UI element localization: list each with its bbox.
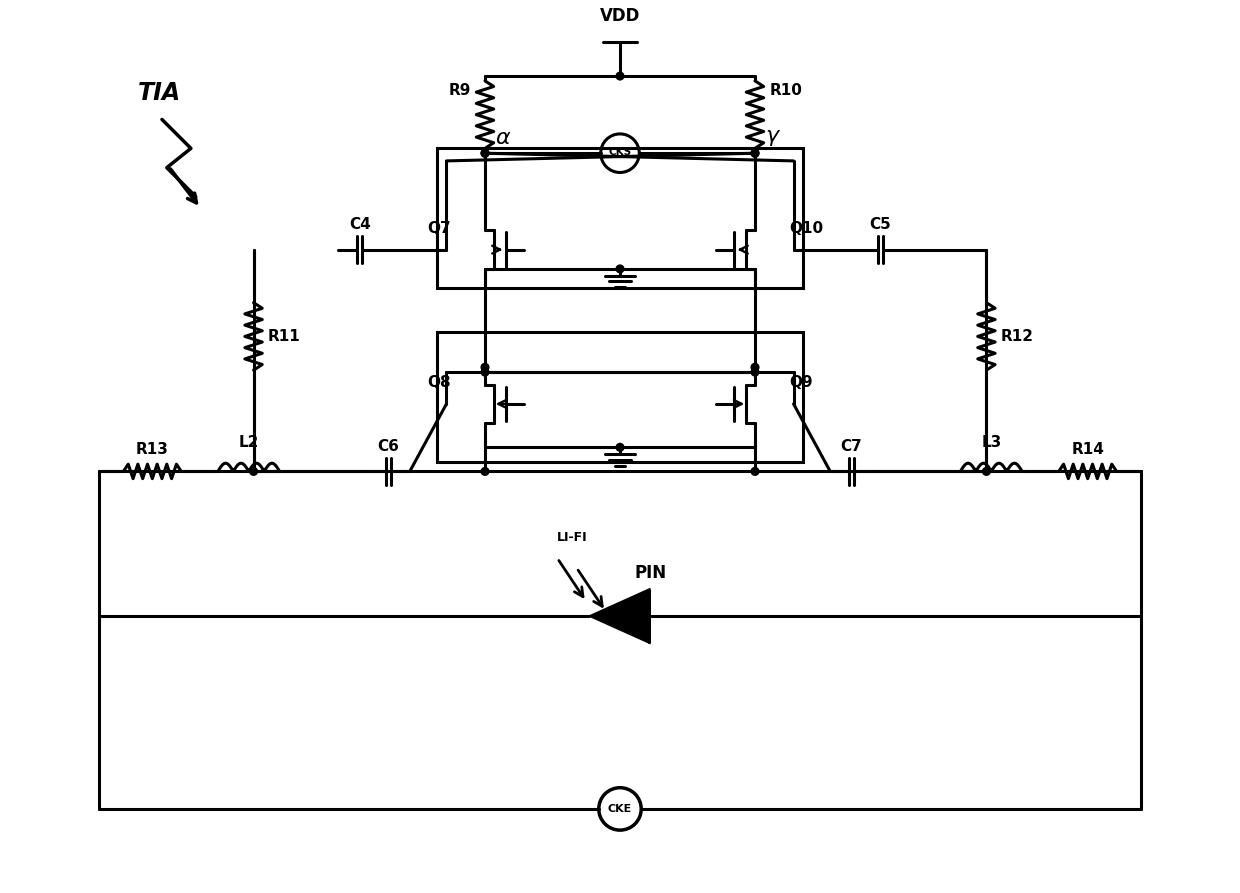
Circle shape [751,468,759,475]
Text: TIA: TIA [138,81,181,105]
Bar [436,331,804,462]
Text: R10: R10 [770,83,802,98]
Text: R14: R14 [1071,442,1104,457]
Text: R11: R11 [268,329,301,344]
Text: CKE: CKE [608,804,632,814]
Text: L3: L3 [981,435,1002,450]
Text: $\alpha$: $\alpha$ [495,129,511,148]
Text: Q9: Q9 [789,375,812,390]
Text: C5: C5 [869,217,892,232]
Circle shape [481,149,489,157]
Text: VDD: VDD [600,7,640,25]
Text: PIN: PIN [635,564,667,582]
Circle shape [616,444,624,451]
Text: LI-FI: LI-FI [557,530,587,544]
Polygon shape [591,590,649,642]
Circle shape [249,468,258,475]
Circle shape [751,363,759,371]
Text: C7: C7 [841,439,862,454]
Text: R13: R13 [136,442,169,457]
Text: CKS: CKS [609,146,631,157]
Text: C4: C4 [348,217,371,232]
Circle shape [751,368,759,376]
Text: Q7: Q7 [428,221,451,236]
Circle shape [481,368,489,376]
Circle shape [481,363,489,371]
Text: L2: L2 [238,435,259,450]
Circle shape [751,149,759,157]
Text: R9: R9 [448,83,470,98]
Bar [436,148,804,288]
Text: R12: R12 [1001,329,1034,344]
Circle shape [481,468,489,475]
Circle shape [751,149,759,157]
Text: C6: C6 [378,439,399,454]
Circle shape [982,468,991,475]
Circle shape [616,265,624,272]
Text: $\gamma$: $\gamma$ [765,129,781,148]
Text: Q8: Q8 [428,375,451,390]
Circle shape [616,72,624,79]
Text: Q10: Q10 [789,221,823,236]
Circle shape [481,149,489,157]
